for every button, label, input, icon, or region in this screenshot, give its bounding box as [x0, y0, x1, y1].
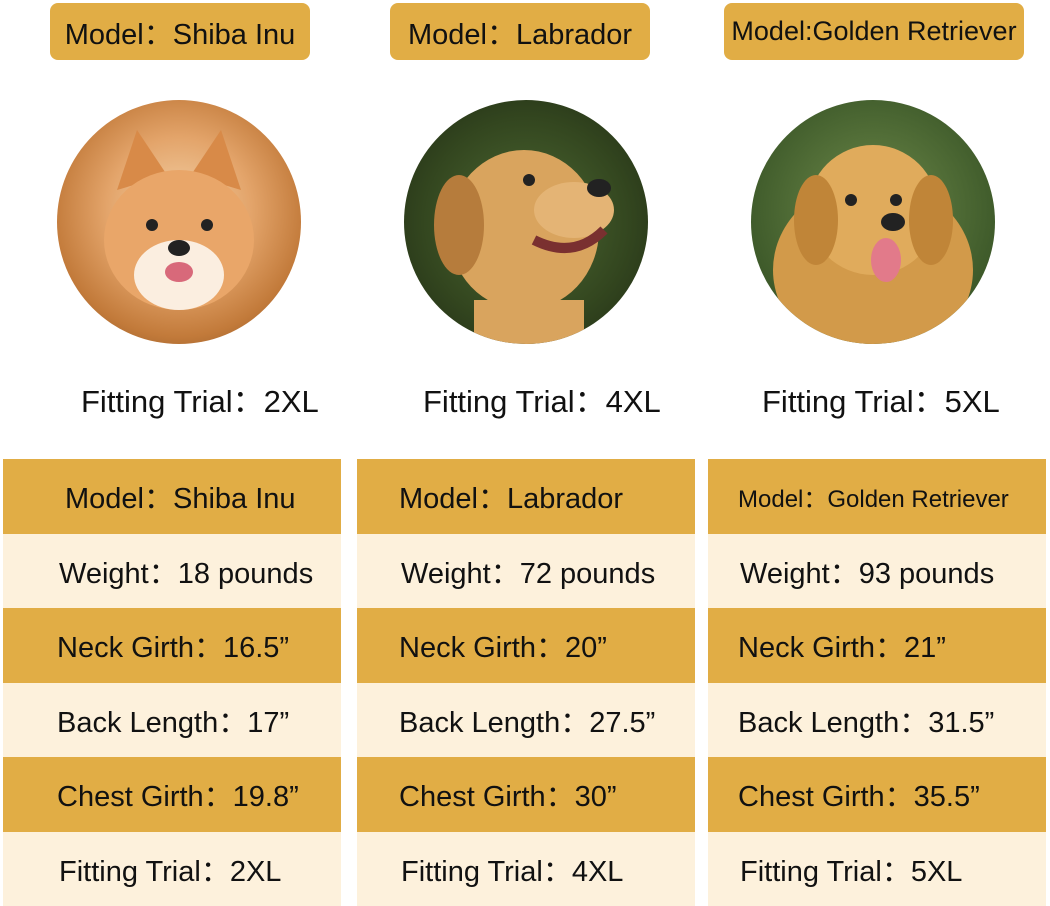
spec-neck-girth: Neck Girth：16.5” [3, 608, 341, 683]
spec-neck-girth: Neck Girth：21” [708, 608, 1046, 683]
spec-chest-girth: Chest Girth：35.5” [708, 757, 1046, 832]
spec-fitting-trial: Fitting Trial：2XL [3, 831, 341, 906]
spec-back-length: Back Length：27.5” [357, 682, 695, 757]
spec-model: Model：Labrador [357, 459, 695, 534]
spec-fitting-trial: Fitting Trial：4XL [357, 831, 695, 906]
model-tag-labrador: Model：Labrador [390, 3, 650, 60]
spec-table-golden: Model：Golden Retriever Weight：93 pounds … [708, 459, 1046, 906]
fitting-trial-labrador: Fitting Trial：4XL [423, 384, 661, 419]
spec-table-shiba: Model：Shiba Inu Weight：18 pounds Neck Gi… [3, 459, 341, 906]
spec-weight: Weight：93 pounds [708, 533, 1046, 608]
spec-table-labrador: Model：Labrador Weight：72 pounds Neck Gir… [357, 459, 695, 906]
spec-fitting-trial: Fitting Trial：5XL [708, 831, 1046, 906]
model-tag-golden: Model:Golden Retriever [724, 3, 1024, 60]
spec-weight: Weight：72 pounds [357, 533, 695, 608]
spec-back-length: Back Length：17” [3, 682, 341, 757]
shiba-inu-photo [57, 100, 301, 344]
spec-model: Model：Golden Retriever [708, 459, 1046, 534]
model-tag-shiba: Model：Shiba Inu [50, 3, 310, 60]
spec-chest-girth: Chest Girth：30” [357, 757, 695, 832]
fitting-trial-shiba: Fitting Trial：2XL [81, 384, 319, 419]
spec-model: Model：Shiba Inu [3, 459, 341, 534]
spec-neck-girth: Neck Girth：20” [357, 608, 695, 683]
labrador-photo [404, 100, 648, 344]
spec-weight: Weight：18 pounds [3, 533, 341, 608]
spec-back-length: Back Length：31.5” [708, 682, 1046, 757]
spec-chest-girth: Chest Girth：19.8” [3, 757, 341, 832]
fitting-trial-golden: Fitting Trial：5XL [762, 384, 1000, 419]
golden-retriever-photo [751, 100, 995, 344]
